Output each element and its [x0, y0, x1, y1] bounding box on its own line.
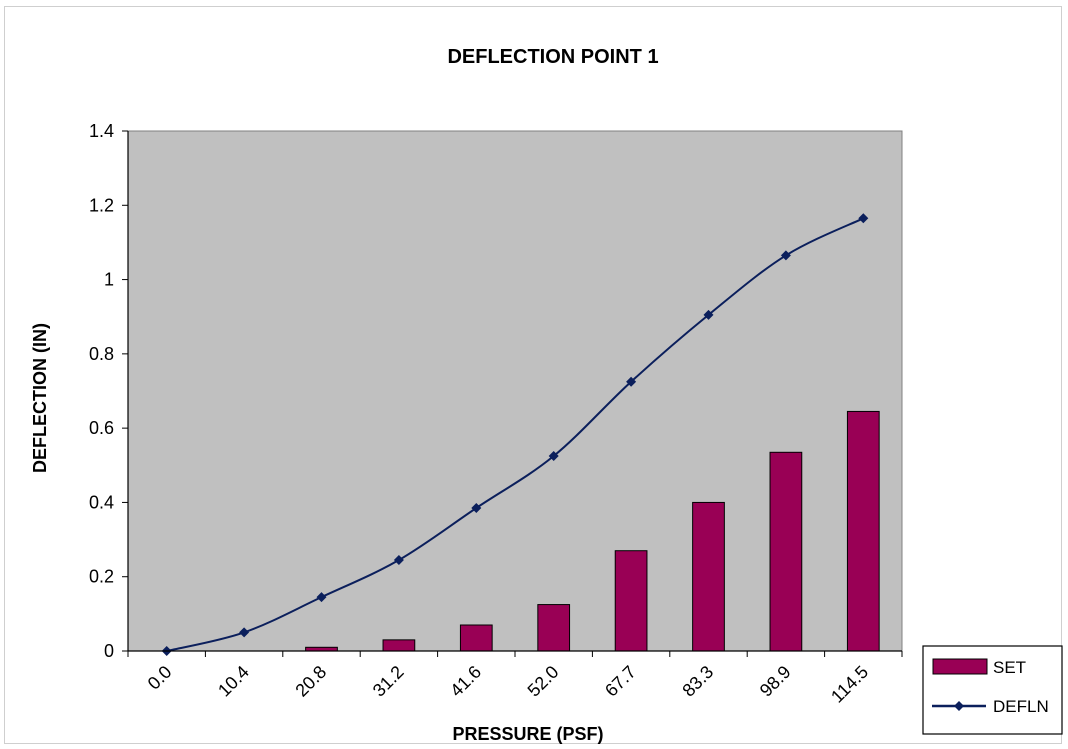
y-tick-label-3: 0.6 [89, 418, 114, 438]
defln-point-6 [626, 376, 637, 387]
set-bar-3 [382, 639, 416, 652]
y-tick-label-7: 1.4 [89, 121, 114, 141]
x-tick-label-1: 10.4 [214, 662, 253, 701]
y-tick-label-6: 1.2 [89, 195, 114, 215]
set-bar-5 [537, 604, 571, 652]
legend-set-swatch [932, 658, 988, 675]
x-tick-label-0: 0.0 [144, 662, 176, 694]
defln-point-8 [780, 250, 791, 261]
legend-set-label: SET [993, 658, 1026, 677]
legend: SET DEFLN [922, 645, 1063, 735]
defln-point-7 [703, 309, 714, 320]
defln-point-1 [239, 627, 250, 638]
chart-title: DEFLECTION POINT 1 [447, 46, 658, 68]
x-tick-label-2: 20.8 [291, 662, 330, 701]
y-tick-label-2: 0.4 [89, 492, 114, 512]
x-axis-label: PRESSURE (PSF) [452, 724, 603, 744]
set-bar-6 [614, 550, 648, 652]
x-tick-label-6: 67.7 [601, 662, 640, 701]
y-tick-label-1: 0.2 [89, 567, 114, 587]
x-tick-label-7: 83.3 [678, 662, 717, 701]
axes-layer [122, 130, 903, 657]
legend-defln-marker [954, 701, 964, 711]
defln-point-2 [316, 592, 327, 603]
defln-point-5 [548, 451, 559, 461]
y-tick-label-0: 0 [104, 641, 114, 661]
x-tick-label-5: 52.0 [524, 662, 563, 701]
defln-point-9 [858, 213, 869, 224]
defln-series-line [166, 217, 864, 652]
line-layer [161, 213, 869, 656]
set-bar-8 [769, 451, 803, 652]
y-tick-label-5: 1 [104, 270, 114, 290]
x-tick-label-3: 31.2 [369, 662, 408, 701]
set-bar-9 [846, 410, 880, 652]
x-tick-label-8: 98.9 [756, 662, 795, 701]
defln-point-3 [393, 555, 404, 565]
y-axis-label: DEFLECTION (IN) [30, 323, 50, 473]
set-bar-7 [692, 501, 725, 652]
set-bar-4 [459, 624, 493, 652]
legend-defln-label: DEFLN [993, 697, 1049, 716]
y-tick-label-4: 0.8 [89, 344, 114, 364]
defln-point-4 [471, 503, 482, 513]
x-tick-label-9: 114.5 [827, 662, 872, 707]
x-tick-label-4: 41.6 [446, 662, 485, 701]
